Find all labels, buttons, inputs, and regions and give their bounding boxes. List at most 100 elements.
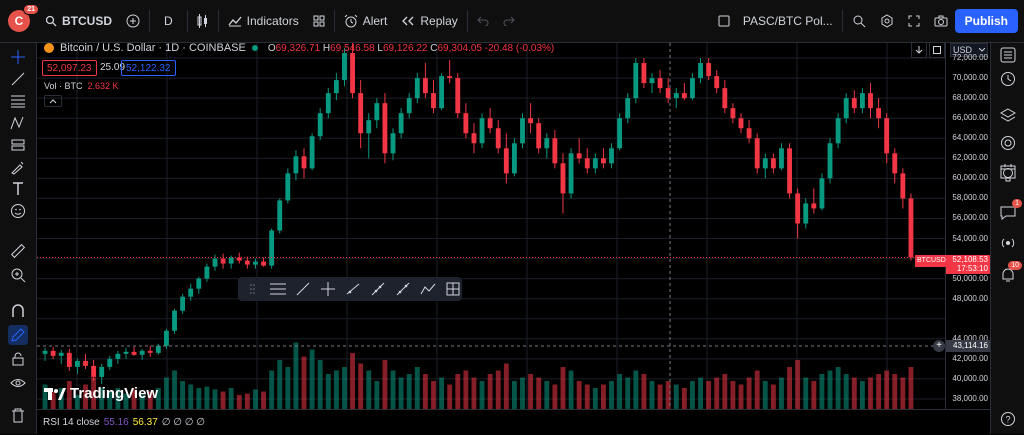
candle-body [819, 178, 825, 209]
price-axis[interactable]: USD 72,000.00 70,000.00 68,000.00 66,000.00… [945, 43, 990, 409]
candle-body [180, 296, 186, 311]
publish-button[interactable]: Publish [954, 9, 1018, 33]
interval-button[interactable]: D [152, 6, 185, 36]
volume-bar [617, 374, 623, 409]
streams-button[interactable] [998, 233, 1018, 253]
line-tool[interactable] [294, 279, 313, 299]
hide-drawings-tool[interactable] [8, 373, 28, 393]
replay-button[interactable]: Replay [394, 6, 464, 36]
buy-price-button[interactable]: 52,122.32 [121, 60, 176, 76]
volume-bar [673, 384, 679, 409]
l-value: 69,126.22 [382, 42, 428, 54]
zoom-in-icon [11, 268, 26, 283]
layouts-button[interactable] [306, 6, 332, 36]
screenshot-button[interactable] [927, 6, 955, 36]
redo-button[interactable] [496, 6, 522, 36]
brush-tool[interactable] [8, 157, 28, 177]
question-icon: ? [1001, 412, 1015, 426]
fib-tool[interactable] [8, 91, 28, 111]
broadcast-icon [1001, 238, 1015, 248]
text-icon [13, 182, 23, 195]
chevron-up-icon [49, 98, 57, 103]
magnet-tool[interactable] [8, 301, 28, 321]
trend-angle-tool[interactable] [418, 279, 437, 299]
currency-select[interactable]: USD [950, 43, 988, 57]
text-tool[interactable] [8, 179, 28, 199]
chart-type-button[interactable] [190, 6, 216, 36]
settings-button[interactable] [873, 6, 901, 36]
gear-icon [881, 14, 893, 28]
data-window-button[interactable] [998, 105, 1018, 125]
lock-drawings-tool[interactable] [8, 349, 28, 369]
undo-button[interactable] [470, 6, 496, 36]
candle-body [228, 257, 234, 264]
tradingview-watermark[interactable]: TradingView [44, 385, 158, 402]
line-icon [296, 282, 310, 296]
volume-bar [568, 370, 574, 409]
price-tick: 54,000.00 [952, 233, 988, 243]
candle-body [738, 118, 744, 129]
candle-body [358, 93, 364, 134]
box-cross-icon [446, 282, 460, 296]
candle-body [58, 352, 64, 356]
candle-body [746, 128, 752, 139]
candle-body [220, 258, 226, 264]
candle-body [706, 63, 712, 77]
fullscreen-button[interactable] [901, 6, 927, 36]
volume-bar [908, 367, 914, 409]
candle-body [390, 133, 396, 154]
zoom-tool[interactable] [8, 265, 28, 285]
candle-body [83, 360, 88, 366]
cross-box-tool[interactable] [443, 279, 462, 299]
add-alert-plus-button[interactable]: + [933, 340, 945, 352]
measure-tool[interactable] [8, 241, 28, 261]
compare-symbol-button[interactable]: PASC/BTC Pol... [711, 6, 840, 36]
chat-button[interactable]: 1 [998, 199, 1022, 223]
indicators-button[interactable]: Indicators [221, 6, 306, 36]
collapse-legend-button[interactable] [44, 95, 62, 107]
crosshair-tool[interactable] [8, 47, 28, 67]
stay-in-drawing-mode-tool[interactable] [8, 325, 28, 345]
cross-line-tool[interactable] [319, 279, 338, 299]
alert-button[interactable]: Alert [337, 6, 395, 36]
alerts-clock-button[interactable] [998, 69, 1018, 89]
extended-line-tool[interactable] [368, 279, 387, 299]
price-chart[interactable] [37, 43, 945, 409]
scroll-to-end-button[interactable] [911, 42, 927, 58]
legend-title: Bitcoin / U.S. Dollar · 1D · COINBASE [60, 42, 246, 54]
symbol-search-button[interactable]: BTCUSD [38, 6, 119, 36]
h-value: 69,546.58 [330, 42, 375, 54]
sell-price-button[interactable]: 52,097.23 [42, 60, 97, 76]
volume-bar [42, 384, 48, 409]
ray-tool[interactable] [344, 279, 363, 299]
quick-search-button[interactable] [845, 6, 873, 36]
projection-tool[interactable] [8, 135, 28, 155]
horizontal-lines-tool[interactable] [269, 279, 288, 299]
bar-countdown: 17:53:10 [956, 264, 988, 273]
chat-badge: 1 [1012, 199, 1022, 208]
compare-add-symbol-button[interactable] [119, 6, 147, 36]
remove-drawings-tool[interactable] [8, 405, 28, 425]
volume-bar [455, 374, 461, 409]
volume-bar [843, 374, 849, 409]
price-tick: 62,000.00 [952, 153, 988, 163]
candle-body [253, 261, 258, 265]
drag-handle[interactable] [244, 279, 263, 299]
candle-body [212, 258, 218, 267]
notifications-button[interactable]: 10 [998, 261, 1022, 285]
watchlist-button[interactable] [998, 45, 1018, 65]
help-button[interactable]: ? [998, 409, 1018, 429]
hotlists-button[interactable] [998, 133, 1018, 153]
info-line-tool[interactable] [393, 279, 412, 299]
icons-tool[interactable] [8, 201, 28, 221]
drawing-toolbar [0, 43, 37, 434]
chart-grid [37, 43, 945, 409]
candle-body [908, 198, 914, 258]
ideas-button[interactable] [998, 165, 1018, 185]
trend-line-tool[interactable] [8, 69, 28, 89]
candle-body [382, 103, 388, 154]
user-avatar[interactable]: C 21 [8, 4, 39, 32]
maximize-pane-button[interactable] [929, 42, 945, 58]
candle-body [325, 93, 331, 114]
pattern-tool[interactable] [8, 113, 28, 133]
